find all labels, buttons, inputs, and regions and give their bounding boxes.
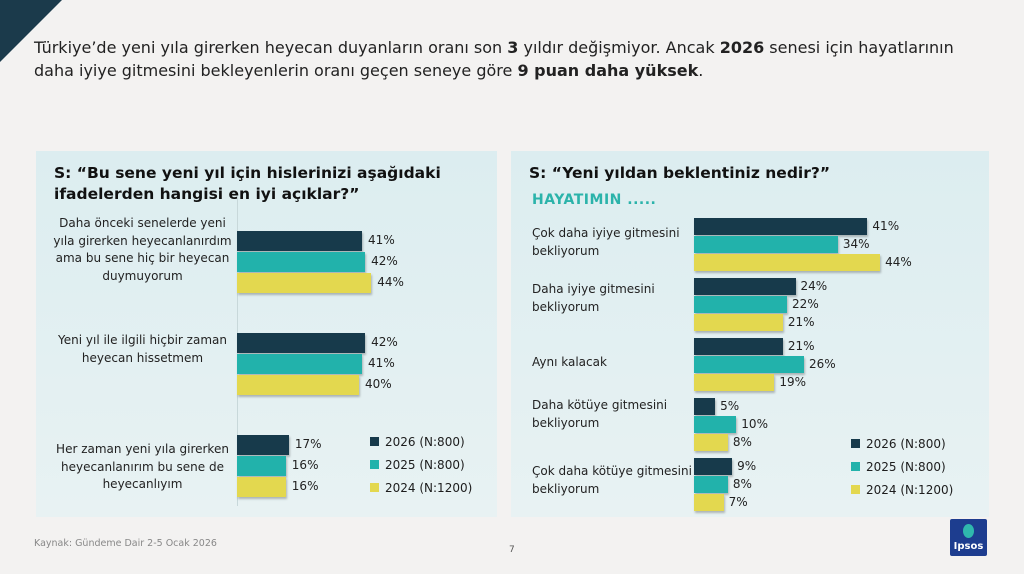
category-label: Aynı kalacak (532, 355, 607, 369)
data-label: 41% (872, 218, 900, 233)
bar-2025 (694, 236, 838, 253)
category-label: Daha önceki senelerde yeni yıla girerken… (53, 216, 232, 283)
data-label: 44% (885, 254, 912, 269)
logo-text: Ipsos (953, 541, 984, 552)
category-label: Daha iyiye gitmesini bekliyorum (532, 282, 655, 314)
ipsos-logo: Ipsos (950, 519, 987, 556)
data-label: 21% (787, 314, 815, 329)
data-label: 19% (779, 374, 807, 389)
bar-2025 (237, 252, 366, 272)
chart-feelings: S: “Bu sene yeni yıl için hislerinizi aş… (36, 151, 497, 517)
legend-swatch (370, 460, 379, 469)
legend-label: 2026 (N:800) (866, 437, 946, 451)
bar-2024 (694, 314, 783, 331)
data-label: 16% (291, 458, 319, 472)
legend-swatch (851, 462, 860, 471)
data-label: 7% (728, 494, 748, 509)
data-label: 44% (377, 275, 404, 289)
bar-2025 (694, 476, 728, 493)
data-label: 8% (732, 434, 752, 449)
data-label: 40% (365, 377, 392, 391)
corner-decoration (0, 0, 62, 62)
headline-bold: 3 (507, 38, 519, 57)
source-note: Kaynak: Gündeme Dair 2-5 Ocak 2026 (34, 538, 217, 549)
headline-bold: 2026 (719, 38, 765, 57)
bar-2024 (694, 494, 724, 511)
legend-item: 2024 (N:1200) (851, 479, 953, 502)
bar-2026 (694, 458, 733, 475)
bar-2026 (694, 338, 783, 355)
chart-title: S: “Yeni yıldan beklentiniz nedir?” (529, 164, 831, 182)
legend-item: 2026 (N:800) (370, 431, 472, 454)
bar-2026 (237, 435, 289, 455)
category-label: Çok daha iyiye gitmesini bekliyorum (532, 226, 680, 258)
data-label: 5% (720, 398, 740, 413)
data-label: 8% (732, 476, 752, 491)
bar-2026 (694, 278, 796, 295)
data-label: 10% (741, 416, 768, 431)
legend-label: 2024 (N:1200) (385, 481, 473, 495)
page-number: 7 (509, 545, 515, 555)
bar-2024 (237, 375, 359, 395)
legend-label: 2025 (N:800) (866, 460, 946, 474)
bar-2024 (237, 477, 286, 497)
data-label: 17% (294, 437, 322, 451)
category-label: Yeni yıl ile ilgili hiçbir zaman heyecan… (58, 333, 227, 365)
bar-2024 (694, 254, 881, 271)
legend-swatch (370, 437, 379, 446)
legend-swatch (851, 439, 860, 448)
bar-2026 (237, 333, 366, 353)
headline-text: yıldır değişmiyor. Ancak (518, 38, 720, 57)
legend-item: 2025 (N:800) (370, 454, 472, 477)
data-label: 21% (787, 338, 815, 353)
bar-2025 (694, 296, 788, 313)
headline-text: senesi için hayatlarının daha iyiye gitm… (34, 38, 954, 80)
headline: Türkiye’de yeni yıla girerken heyecan du… (34, 36, 994, 82)
data-label: 24% (800, 278, 828, 293)
headline-bold: 9 puan daha yüksek (517, 61, 699, 80)
category-label: Çok daha kötüye gitmesini bekliyorum (532, 464, 692, 496)
bar-2024 (694, 374, 775, 391)
category-label: Her zaman yeni yıla girerken heyecanlanı… (56, 442, 229, 491)
bar-2024 (237, 273, 372, 293)
chart-title: S: “Bu sene yeni yıl için hislerinizi aş… (54, 164, 441, 203)
legend-label: 2026 (N:800) (385, 435, 465, 449)
legend-swatch (851, 485, 860, 494)
bar-2025 (237, 456, 286, 476)
legend-item: 2026 (N:800) (851, 433, 953, 456)
chart-expectations: S: “Yeni yıldan beklentiniz nedir?” HAYA… (511, 151, 989, 517)
category-label: Daha kötüye gitmesini bekliyorum (532, 398, 668, 430)
legend: 2026 (N:800) 2025 (N:800) 2024 (N:1200) (851, 433, 953, 502)
data-label: 42% (371, 335, 398, 349)
legend-label: 2024 (N:1200) (866, 483, 954, 497)
data-label: 41% (368, 356, 395, 370)
legend-label: 2025 (N:800) (385, 458, 465, 472)
bar-2024 (694, 434, 728, 451)
legend-swatch (370, 483, 379, 492)
bar-2025 (694, 416, 737, 433)
bar-2025 (237, 354, 363, 374)
data-label: 26% (808, 356, 836, 371)
data-label: 34% (842, 236, 870, 251)
data-label: 22% (792, 296, 819, 311)
data-label: 9% (737, 458, 757, 473)
bar-2026 (694, 218, 868, 235)
bar-2026 (237, 231, 363, 251)
headline-text: . (698, 61, 704, 80)
data-label: 42% (371, 254, 398, 268)
bar-2026 (694, 398, 716, 415)
data-label: 16% (291, 479, 319, 493)
legend-item: 2024 (N:1200) (370, 477, 472, 500)
bar-2025 (694, 356, 804, 373)
headline-text: Türkiye’de yeni yıla girerken heyecan du… (34, 38, 508, 57)
data-label: 41% (368, 233, 395, 247)
chart-subtitle: HAYATIMIN ..... (532, 192, 657, 208)
legend-item: 2025 (N:800) (851, 456, 953, 479)
legend: 2026 (N:800) 2025 (N:800) 2024 (N:1200) (370, 431, 472, 500)
